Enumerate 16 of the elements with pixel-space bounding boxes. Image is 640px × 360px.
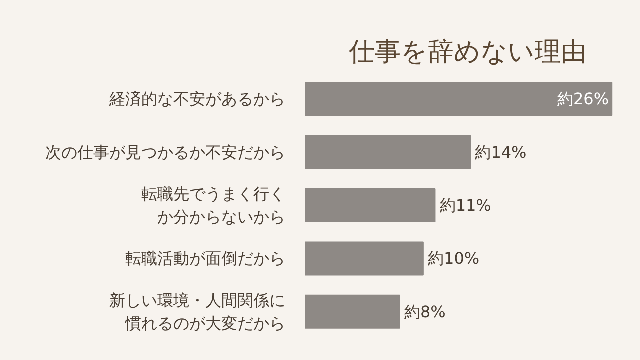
y-tick-label: 次の仕事が見つかるか不安だから — [46, 142, 286, 162]
data-label: 約14% — [475, 142, 527, 162]
bar — [306, 242, 424, 276]
bar — [306, 135, 472, 170]
y-tick-label: 転職活動が面倒だから — [126, 249, 286, 268]
data-label: 約11% — [440, 196, 492, 215]
y-tick-label: 転職先でうまく行くか分からないから — [142, 184, 286, 226]
chart-title: 仕事を辞めない理由 — [348, 38, 587, 68]
bar — [306, 188, 436, 222]
data-label: 約8% — [404, 302, 446, 322]
data-label: 約10% — [428, 249, 480, 268]
bar — [306, 82, 613, 116]
bar — [306, 294, 400, 329]
y-tick-label: 新しい環境・人間関係に慣れるのが大変だから — [110, 291, 286, 333]
data-label: 約26% — [557, 90, 610, 109]
y-tick-label: 経済的な不安があるから — [108, 90, 286, 109]
